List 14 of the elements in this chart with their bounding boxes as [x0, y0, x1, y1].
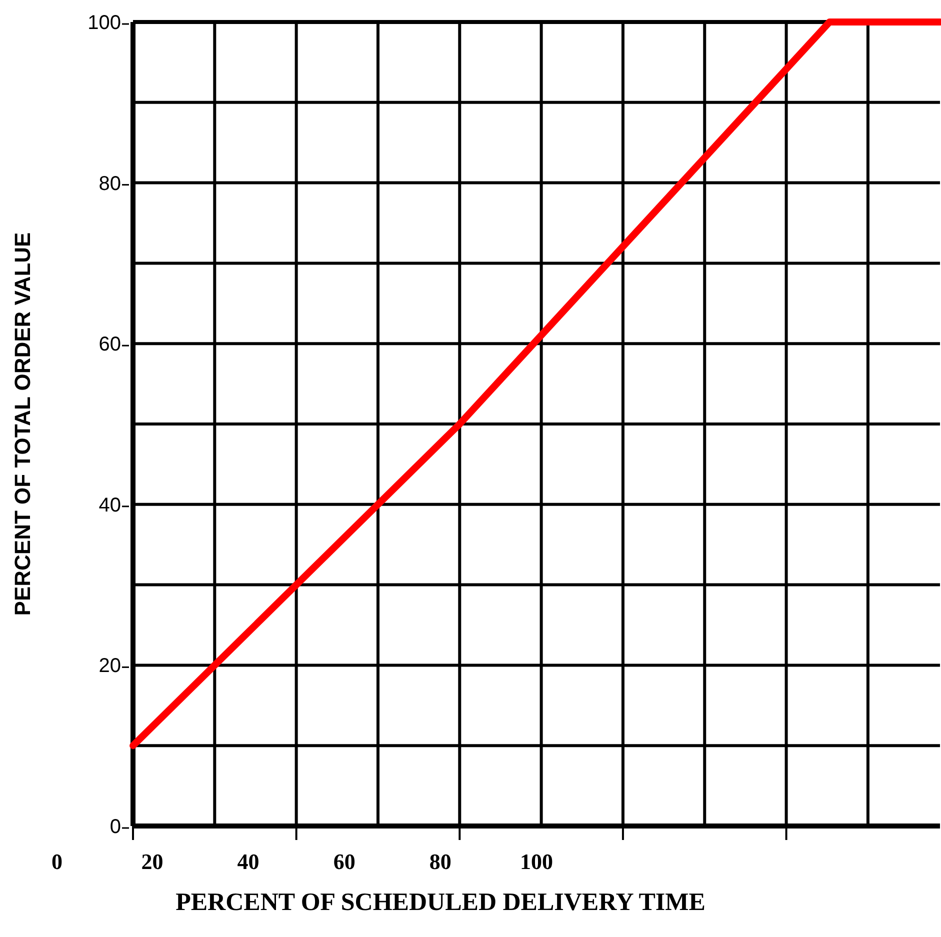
y-tick-label: 0 — [110, 816, 121, 838]
text: 0 — [52, 849, 62, 874]
y-tick-label: 40 — [98, 494, 121, 516]
y-axis-title: PERCENT OF TOTAL ORDER VALUE — [10, 232, 35, 616]
y-tick-label: 60 — [98, 334, 121, 356]
y-tick-label: 100 — [88, 12, 121, 34]
x-tick-label: 100 — [520, 849, 553, 874]
x-axis-title: PERCENT OF SCHEDULED DELIVERY TIME — [176, 889, 706, 916]
x-tick-label: 20 — [141, 849, 164, 874]
y-tick-label: 80 — [98, 172, 121, 195]
x-tick-label: 40 — [237, 849, 260, 874]
x-tick-label: 80 — [429, 849, 452, 874]
x-tick-label: 60 — [333, 849, 356, 874]
y-tick-label: 20 — [98, 655, 121, 678]
